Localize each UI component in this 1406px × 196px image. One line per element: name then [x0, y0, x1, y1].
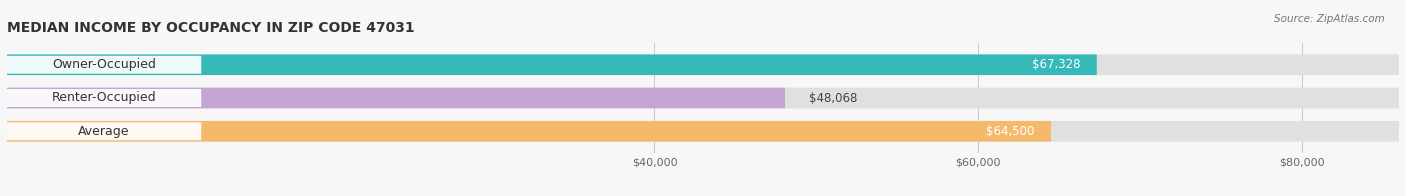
Text: Owner-Occupied: Owner-Occupied — [52, 58, 156, 71]
Text: Source: ZipAtlas.com: Source: ZipAtlas.com — [1274, 14, 1385, 24]
FancyBboxPatch shape — [7, 56, 201, 74]
Text: $64,500: $64,500 — [987, 125, 1035, 138]
FancyBboxPatch shape — [7, 122, 201, 140]
FancyBboxPatch shape — [7, 89, 201, 107]
FancyBboxPatch shape — [7, 121, 1399, 142]
FancyBboxPatch shape — [7, 54, 1097, 75]
Text: MEDIAN INCOME BY OCCUPANCY IN ZIP CODE 47031: MEDIAN INCOME BY OCCUPANCY IN ZIP CODE 4… — [7, 21, 415, 35]
Text: Renter-Occupied: Renter-Occupied — [52, 92, 156, 104]
FancyBboxPatch shape — [7, 121, 1050, 142]
FancyBboxPatch shape — [7, 88, 1399, 108]
FancyBboxPatch shape — [7, 88, 785, 108]
Text: $67,328: $67,328 — [1032, 58, 1081, 71]
FancyBboxPatch shape — [7, 54, 1399, 75]
Text: Average: Average — [79, 125, 129, 138]
Text: $48,068: $48,068 — [810, 92, 858, 104]
